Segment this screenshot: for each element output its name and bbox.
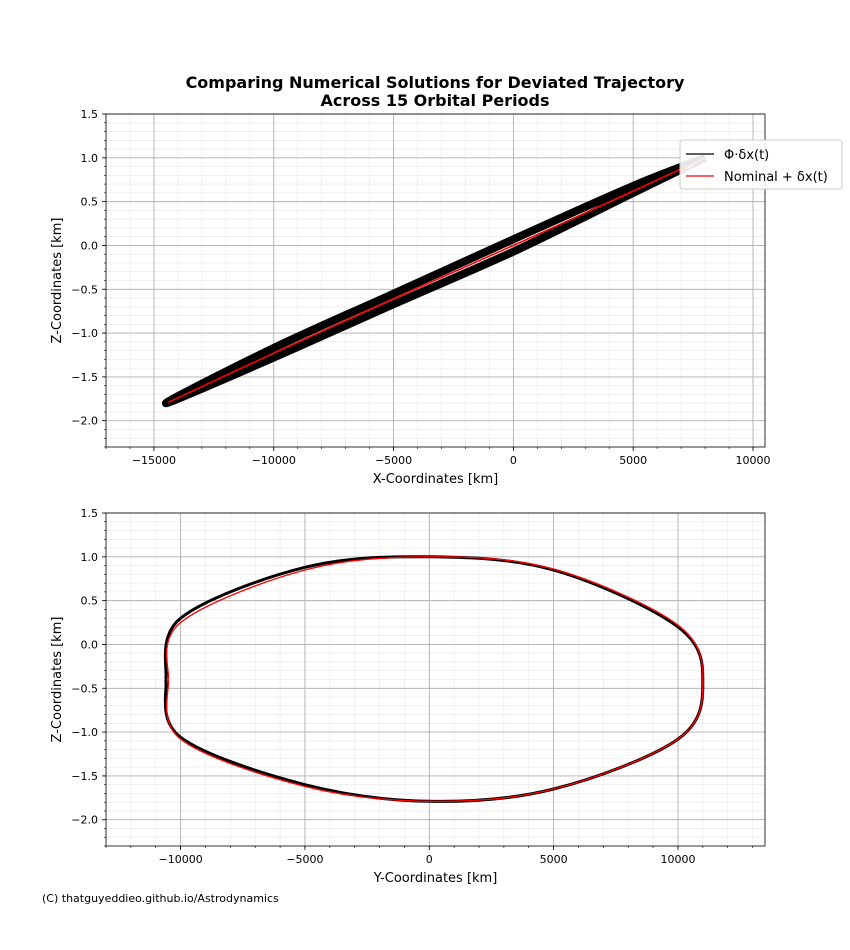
xz-y-tick-label: 1.5 bbox=[81, 108, 99, 121]
xz-y-axis-label: Z-Coordinates [km] bbox=[50, 218, 65, 344]
yz-x-tick-label: 5000 bbox=[540, 853, 568, 866]
yz-x-tick-label: 10000 bbox=[660, 853, 695, 866]
xz-stm-trajectory bbox=[165, 157, 706, 404]
xz-y-tick-label: −1.5 bbox=[71, 371, 98, 384]
xz-x-tick-label: 0 bbox=[510, 454, 517, 467]
yz-plot-ticks: −10000 −5000 0 5000 10000 1.5 1.0 0.5 0.0 −0.5 −1.… bbox=[71, 507, 753, 866]
xz-y-tick-label: 0.0 bbox=[81, 239, 99, 252]
xz-y-tick-label: 1.0 bbox=[81, 152, 99, 165]
yz-y-tick-label: 0.0 bbox=[81, 638, 99, 651]
yz-nominal-trajectory bbox=[165, 556, 704, 803]
yz-x-tick-label: −5000 bbox=[286, 853, 323, 866]
legend-label-nominal: Nominal + δx(t) bbox=[724, 170, 828, 185]
xz-x-tick-label: −10000 bbox=[252, 454, 296, 467]
legend-box bbox=[679, 139, 843, 190]
xz-y-tick-label: −2.0 bbox=[71, 415, 98, 428]
xz-y-tick-label: −0.5 bbox=[71, 283, 98, 296]
yz-y-tick-label: 1.0 bbox=[81, 551, 99, 564]
xz-plot-grid bbox=[105, 113, 765, 448]
yz-plot: −10000 −5000 0 5000 10000 1.5 1.0 0.5 0.0 −0.5 −1.… bbox=[50, 507, 766, 886]
xz-plot-frame bbox=[105, 113, 766, 448]
legend: Φ·δx(t) Nominal + δx(t) bbox=[679, 139, 843, 190]
yz-x-tick-label: −10000 bbox=[158, 853, 202, 866]
xz-x-tick-label: −15000 bbox=[132, 454, 176, 467]
xz-x-axis-label: X-Coordinates [km] bbox=[373, 472, 498, 487]
yz-plot-frame bbox=[105, 512, 766, 847]
xz-x-tick-label: 10000 bbox=[736, 454, 771, 467]
yz-plot-grid bbox=[105, 512, 765, 847]
xz-x-tick-label: 5000 bbox=[619, 454, 647, 467]
yz-stm-trajectory-band bbox=[163, 555, 705, 803]
yz-y-tick-label: −2.0 bbox=[71, 814, 98, 827]
xz-y-tick-label: −1.0 bbox=[71, 327, 98, 340]
yz-stm-trajectory bbox=[164, 556, 704, 803]
chart-title-line2: Across 15 Orbital Periods bbox=[320, 91, 549, 110]
xz-nominal-trajectory bbox=[167, 157, 706, 404]
yz-x-axis-label: Y-Coordinates [km] bbox=[373, 871, 498, 886]
legend-label-stm: Φ·δx(t) bbox=[724, 148, 769, 163]
chart-title-line1: Comparing Numerical Solutions for Deviat… bbox=[186, 73, 685, 92]
yz-y-tick-label: −1.0 bbox=[71, 726, 98, 739]
yz-y-tick-label: 0.5 bbox=[81, 595, 99, 608]
yz-y-tick-label: −1.5 bbox=[71, 770, 98, 783]
yz-y-tick-label: −0.5 bbox=[71, 682, 98, 695]
yz-y-tick-label: 1.5 bbox=[81, 507, 99, 520]
yz-y-axis-label: Z-Coordinates [km] bbox=[50, 617, 65, 743]
xz-x-tick-label: −5000 bbox=[375, 454, 412, 467]
xz-plot: −15000 −10000 −5000 0 5000 10000 1.5 1.0 0.5 0.0 −… bbox=[50, 108, 843, 487]
xz-y-tick-label: 0.5 bbox=[81, 196, 99, 209]
credit-text: (C) thatguyeddieo.github.io/Astrodynamic… bbox=[42, 892, 279, 905]
yz-x-tick-label: 0 bbox=[426, 853, 433, 866]
